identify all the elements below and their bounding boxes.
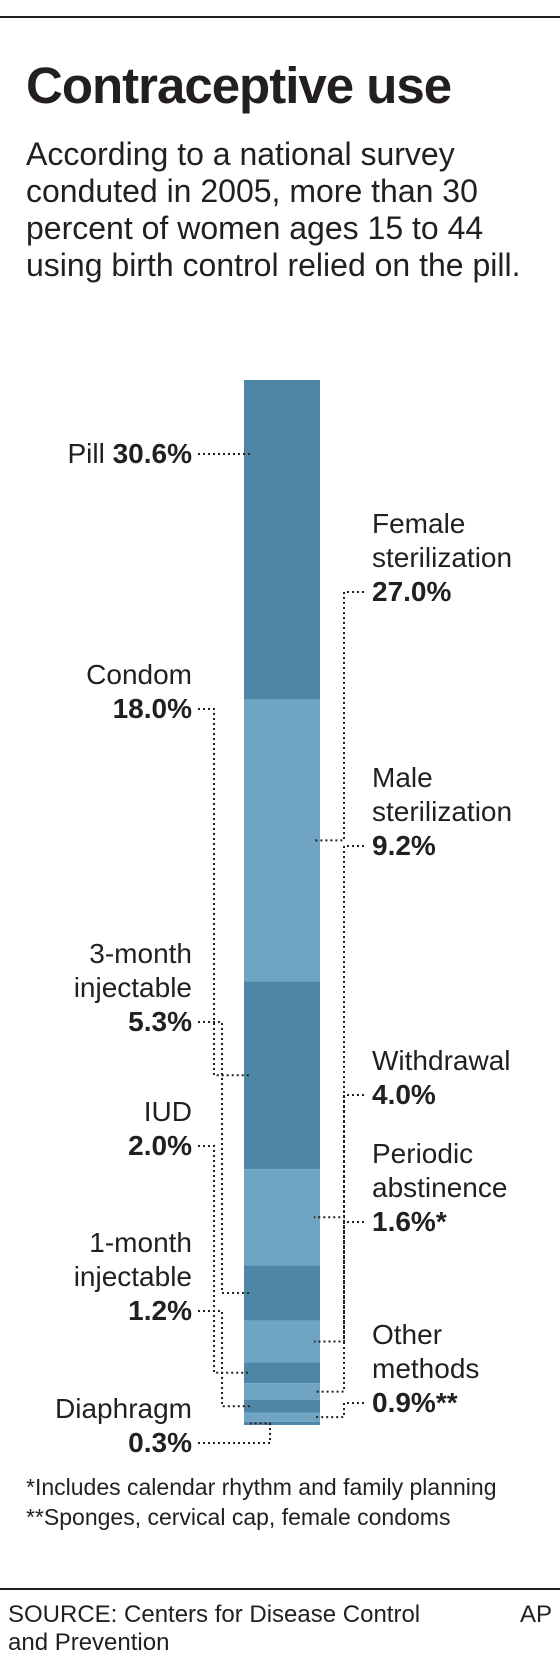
label-female-sterilization-line-2: sterilization (372, 542, 512, 573)
footnote: *Includes calendar rhythm and family pla… (26, 1474, 497, 1530)
leader-iud (198, 1145, 250, 1374)
label-periodic-abstinence-line-2: abstinence (372, 1172, 507, 1203)
bar-segment-iud (244, 1362, 320, 1384)
bar-segment-condom (244, 981, 320, 1170)
label-iud: IUD (144, 1096, 192, 1127)
value-iud: 2.0% (128, 1130, 192, 1161)
leader-3-month-injectable (198, 1021, 250, 1294)
value-pill: 30.6% (113, 438, 192, 469)
value-1-month-injectable: 1.2% (128, 1295, 192, 1326)
stacked-bar-chart: Pill 30.6%Femalesterilization27.0%Condom… (55, 380, 512, 1458)
label-periodic-abstinence-line-1: Periodic (372, 1138, 473, 1169)
value-withdrawal: 4.0% (372, 1079, 436, 1110)
ap-credit: AP (519, 1601, 552, 1628)
label-other-methods-line-1: Other (372, 1319, 442, 1350)
label-other-methods-line-2: methods (372, 1353, 479, 1384)
leader-lines (198, 453, 364, 1444)
value-periodic-abstinence: 1.6%* (372, 1206, 447, 1237)
value-diaphragm: 0.3% (128, 1427, 192, 1458)
label-condom: Condom (86, 659, 192, 690)
label-3-month-injectable-line-2: injectable (74, 972, 192, 1003)
bar-segment-periodic-abstinence (244, 1383, 320, 1400)
value-3-month-injectable: 5.3% (128, 1006, 192, 1037)
label-pill: Pill 30.6% (67, 438, 192, 469)
chart-subtitle: According to a national survey conduted … (26, 136, 521, 283)
value-male-sterilization: 9.2% (372, 830, 436, 861)
bar-segment-other-methods (244, 1412, 320, 1422)
leader-condom (198, 708, 250, 1077)
bar-segment-1-month-injectable (244, 1399, 320, 1413)
leader-periodic-abstinence (314, 1221, 364, 1393)
source-credit: SOURCE: Centers for Disease Control and … (8, 1601, 421, 1656)
label-1-month-injectable-line-2: injectable (74, 1261, 192, 1292)
leader-1-month-injectable (198, 1310, 250, 1408)
value-female-sterilization: 27.0% (372, 576, 451, 607)
bar-segment-withdrawal (244, 1320, 320, 1363)
label-female-sterilization-line-1: Female (372, 508, 465, 539)
bar-segment-diaphragm (244, 1421, 320, 1425)
label-withdrawal: Withdrawal (372, 1045, 510, 1076)
leader-withdrawal (314, 1094, 364, 1343)
label-male-sterilization-line-2: sterilization (372, 796, 512, 827)
bar-segments (244, 380, 320, 1425)
label-male-sterilization-line-1: Male (372, 762, 433, 793)
chart-title: Contraceptive use (26, 57, 452, 114)
segment-labels: Pill 30.6%Femalesterilization27.0%Condom… (55, 438, 512, 1458)
value-other-methods: 0.9%** (372, 1387, 458, 1418)
bar-segment-3-month-injectable (244, 1265, 320, 1321)
leader-female-sterilization (314, 591, 364, 842)
bottom-rule (0, 1588, 560, 1590)
leader-male-sterilization (314, 845, 364, 1219)
leader-diaphragm (198, 1422, 271, 1444)
label-3-month-injectable-line-1: 3-month (89, 938, 192, 969)
label-1-month-injectable-line-1: 1-month (89, 1227, 192, 1258)
value-condom: 18.0% (113, 693, 192, 724)
bar-segment-female-sterilization (244, 699, 320, 982)
label-diaphragm: Diaphragm (55, 1393, 192, 1424)
bar-segment-pill (244, 380, 320, 700)
leader-other-methods (314, 1402, 364, 1419)
bar-segment-male-sterilization (244, 1169, 320, 1266)
top-rule (0, 16, 560, 18)
